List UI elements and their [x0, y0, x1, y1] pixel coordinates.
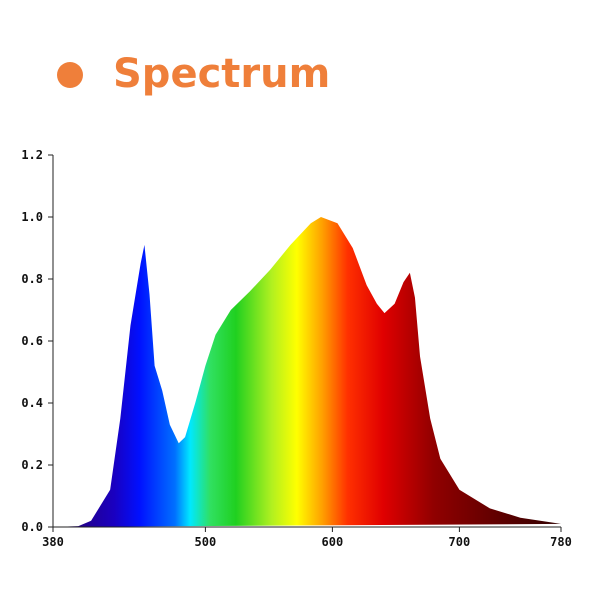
x-tick-label: 780: [550, 535, 572, 549]
title-bullet: [57, 62, 83, 88]
y-tick-label: 0.0: [21, 520, 43, 534]
spectrum-area: [53, 217, 561, 527]
y-tick-label: 0.8: [21, 272, 43, 286]
x-tick-label: 380: [42, 535, 64, 549]
chart-title: Spectrum: [113, 51, 330, 97]
y-tick-label: 0.6: [21, 334, 43, 348]
x-tick-label: 600: [322, 535, 344, 549]
x-tick-label: 700: [449, 535, 471, 549]
y-tick-label: 1.0: [21, 210, 43, 224]
y-tick-label: 0.4: [21, 396, 43, 410]
x-tick-label: 500: [195, 535, 217, 549]
y-tick-label: 0.2: [21, 458, 43, 472]
plot: 0.0 0.2 0.4 0.6 0.8 1.0 1.2 380 500 600 700 780: [21, 148, 572, 549]
y-tick-label: 1.2: [21, 148, 43, 162]
